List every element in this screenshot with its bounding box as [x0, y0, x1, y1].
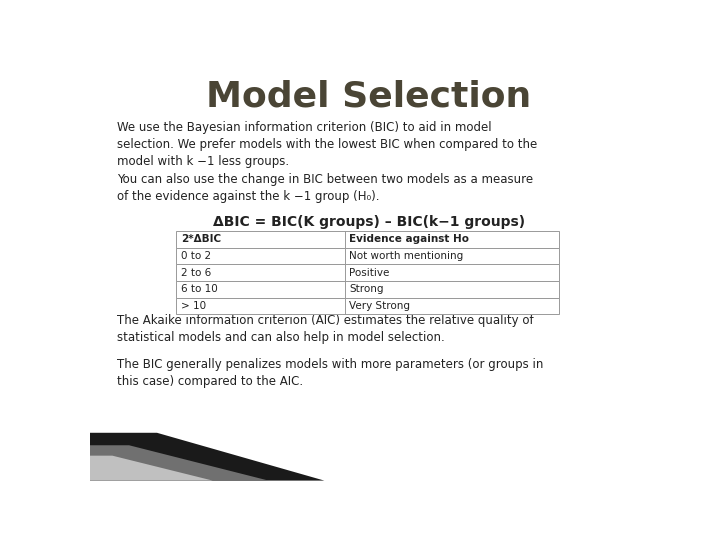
- Text: 2 to 6: 2 to 6: [181, 268, 211, 278]
- Text: You can also use the change in BIC between two models as a measure
of the eviden: You can also use the change in BIC betwe…: [117, 173, 533, 203]
- Text: 2*ΔBIC: 2*ΔBIC: [181, 234, 221, 245]
- Text: 6 to 10: 6 to 10: [181, 285, 217, 294]
- Text: > 10: > 10: [181, 301, 206, 311]
- Polygon shape: [90, 456, 213, 481]
- Text: Strong: Strong: [349, 285, 384, 294]
- Bar: [176, 281, 559, 298]
- Text: The Akaike information criterion (AIC) estimates the relative quality of
statist: The Akaike information criterion (AIC) e…: [117, 314, 534, 345]
- Text: Not worth mentioning: Not worth mentioning: [349, 251, 464, 261]
- Text: Evidence against Ho: Evidence against Ho: [349, 234, 469, 245]
- Text: Positive: Positive: [349, 268, 390, 278]
- Polygon shape: [90, 446, 269, 481]
- Text: Model Selection: Model Selection: [207, 79, 531, 113]
- Text: Very Strong: Very Strong: [349, 301, 410, 311]
- Text: The BIC generally penalizes models with more parameters (or groups in
this case): The BIC generally penalizes models with …: [117, 358, 543, 388]
- Text: We use the Bayesian information criterion (BIC) to aid in model
selection. We pr: We use the Bayesian information criterio…: [117, 121, 537, 168]
- Bar: [176, 298, 559, 314]
- Bar: [176, 231, 559, 248]
- Polygon shape: [90, 433, 324, 481]
- Text: ΔBIC = BIC(K groups) – BIC(k−1 groups): ΔBIC = BIC(K groups) – BIC(k−1 groups): [213, 215, 525, 230]
- Bar: [176, 248, 559, 265]
- Bar: [176, 265, 559, 281]
- Text: 0 to 2: 0 to 2: [181, 251, 211, 261]
